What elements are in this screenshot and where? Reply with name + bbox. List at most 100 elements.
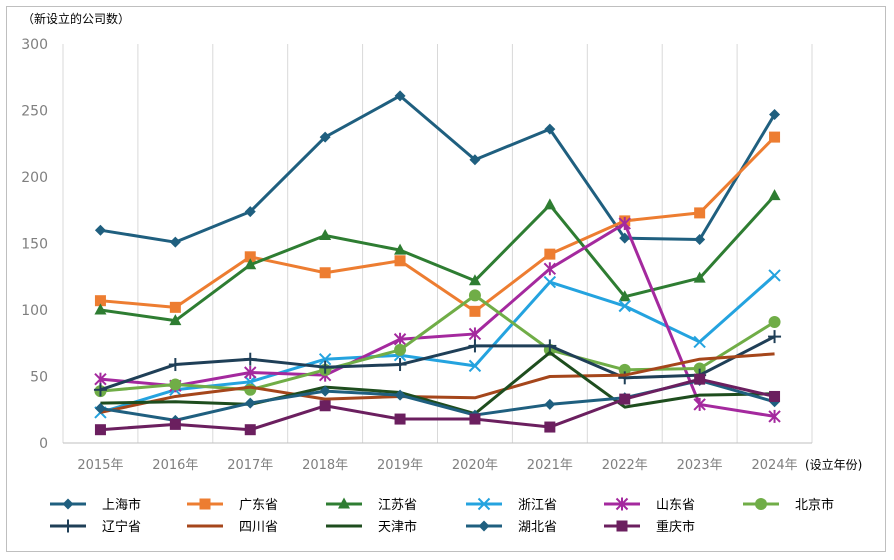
legend-label: 上海市 (102, 497, 141, 513)
data-point (544, 421, 556, 433)
x-tick-label: 2020年 (452, 458, 498, 473)
legend-item: 山东省 (604, 497, 695, 513)
series-11 (94, 373, 781, 436)
data-point (618, 290, 631, 302)
data-point (694, 373, 706, 385)
data-point (769, 108, 781, 120)
legend-item: 江苏省 (326, 497, 417, 513)
y-axis-ticks: 0 50 100 150 200 250 300 (21, 37, 48, 452)
data-point (94, 424, 106, 436)
x-tick-label: 2016年 (152, 458, 198, 473)
x-tick-label: 2019年 (377, 458, 423, 473)
legend-swatch-marker (477, 497, 491, 511)
data-point (244, 397, 256, 409)
series-line (100, 194, 776, 323)
data-point (618, 371, 632, 385)
series-line (100, 293, 776, 393)
data-point (169, 378, 182, 391)
data-point (544, 123, 556, 135)
legend-swatch-marker (478, 520, 490, 532)
legend-swatch-marker (199, 498, 211, 510)
series-3 (94, 189, 781, 326)
data-point (169, 301, 181, 313)
data-point (169, 418, 181, 430)
data-point (544, 248, 556, 260)
data-point (394, 90, 406, 102)
legend-swatch-marker (755, 498, 767, 510)
series-9 (100, 351, 775, 416)
data-point (319, 229, 332, 241)
legend-item: 湖北省 (466, 520, 557, 535)
data-point (693, 271, 706, 283)
data-point (468, 274, 481, 286)
data-point (394, 255, 406, 267)
series-8 (100, 352, 775, 414)
legend-label: 北京市 (795, 497, 834, 513)
data-point (769, 390, 781, 402)
data-point (394, 389, 406, 401)
data-point (318, 353, 332, 366)
y-tick-label: 300 (21, 37, 48, 53)
x-tick-label: 2018年 (302, 458, 348, 473)
data-point (619, 393, 631, 405)
series-line (100, 94, 776, 244)
x-tick-label: 2022年 (602, 458, 648, 473)
data-point (768, 330, 782, 344)
legend-label: 重庆市 (656, 519, 695, 535)
data-point (543, 275, 557, 289)
data-point (94, 303, 107, 315)
data-point (543, 339, 557, 353)
data-point (319, 131, 331, 143)
legend-item: 辽宁省 (50, 519, 141, 535)
data-point (469, 305, 481, 317)
data-point (768, 409, 781, 423)
legend-label: 江苏省 (378, 497, 417, 513)
y-tick-label: 150 (21, 237, 48, 253)
data-point (618, 299, 631, 313)
data-point (169, 236, 181, 248)
series-line (100, 377, 775, 432)
data-point (693, 362, 706, 375)
data-point (694, 234, 706, 246)
legend-label: 天津市 (378, 519, 417, 535)
legend-item: 上海市 (50, 497, 141, 513)
data-point (769, 131, 781, 143)
data-point (243, 352, 257, 366)
legend-label: 四川省 (239, 520, 278, 535)
data-point (544, 398, 556, 410)
data-point (543, 198, 556, 210)
legend-item: 北京市 (743, 497, 834, 513)
legend-item: 浙江省 (466, 497, 557, 513)
chart-frame (6, 6, 886, 552)
data-point (319, 267, 331, 279)
data-point (469, 413, 481, 425)
data-point (768, 189, 781, 201)
y-tick-label: 250 (21, 104, 48, 120)
series-line (100, 352, 775, 414)
series-line (99, 335, 776, 392)
data-point (244, 251, 256, 263)
data-point (319, 400, 331, 412)
data-point (318, 360, 332, 374)
data-point (393, 358, 407, 372)
data-point (693, 397, 706, 411)
legend-item: 重庆市 (604, 519, 695, 535)
data-point (468, 289, 481, 302)
data-point (394, 413, 406, 425)
legend-item: 四川省 (187, 520, 278, 535)
legend-swatch-marker (61, 519, 75, 533)
data-point (469, 154, 481, 166)
data-point (244, 383, 257, 396)
data-point (468, 359, 482, 373)
data-point (244, 258, 257, 270)
data-point (168, 358, 182, 372)
data-point (694, 207, 706, 219)
legend-item: 天津市 (326, 519, 417, 535)
x-tick-label: 2015年 (77, 458, 123, 473)
data-point (768, 315, 781, 328)
x-axis-ticks: 2015年 2016年 2017年 2018年 2019年 2020年 2021年 2022年… (77, 458, 797, 473)
data-point (93, 383, 107, 397)
series-line (100, 222, 775, 418)
data-point (244, 206, 256, 218)
